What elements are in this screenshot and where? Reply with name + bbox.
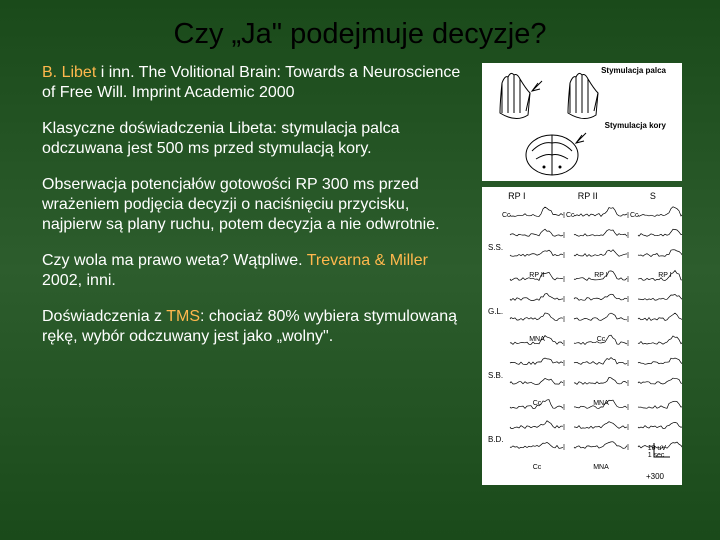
eeg-headers: RP I RP II S	[482, 191, 682, 201]
eeg-svg: RP IIRP IRP IMNACcCcMNACcMNACcCcCc	[482, 187, 682, 485]
author-highlight: B. Libet	[42, 64, 96, 81]
veto-highlight: Trevarna & Miller	[307, 252, 428, 269]
row-gl: G.L.	[488, 307, 503, 316]
citation-rest: i inn. The Volitional Brain: Towards a N…	[42, 64, 460, 101]
row-sb: S.B.	[488, 371, 503, 380]
content-area: B. Libet i inn. The Volitional Brain: To…	[0, 63, 720, 485]
svg-text:Cc: Cc	[566, 212, 575, 219]
svg-text:MNA: MNA	[593, 400, 609, 407]
hdr-s: S	[650, 191, 656, 201]
svg-text:MNA: MNA	[529, 336, 545, 343]
svg-text:Cc: Cc	[502, 212, 511, 219]
svg-text:RP I: RP I	[594, 272, 608, 279]
veto-a: Czy wola ma prawo weta? Wątpliwe.	[42, 252, 307, 269]
xaxis-end: +300	[646, 472, 664, 481]
para-libet: Klasyczne doświadczenia Libeta: stymulac…	[42, 119, 470, 159]
svg-text:Cc: Cc	[533, 400, 542, 407]
para-citation: B. Libet i inn. The Volitional Brain: To…	[42, 63, 470, 103]
tms-a: Doświadczenia z	[42, 308, 166, 325]
figure-hands-brain: Stymulacja palca Stymulacja kory	[482, 63, 682, 181]
hdr-rp2: RP II	[578, 191, 598, 201]
row-ss: S.S.	[488, 243, 503, 252]
para-rp: Obserwacja potencjałów gotowości RP 300 …	[42, 175, 470, 235]
fig1-label-cortex: Stymulacja kory	[605, 121, 666, 130]
tms-highlight: TMS	[166, 308, 200, 325]
text-column: B. Libet i inn. The Volitional Brain: To…	[42, 63, 482, 485]
row-bd: B.D.	[488, 435, 504, 444]
para-veto: Czy wola ma prawo weta? Wątpliwe. Trevar…	[42, 251, 470, 291]
scale-v: 10 uV	[648, 445, 666, 452]
scale-h: 1 sec	[648, 452, 666, 459]
slide-title: Czy „Ja" podejmuje decyzje?	[0, 0, 720, 63]
scale-bar: 10 uV 1 sec	[648, 445, 666, 459]
figure-column: Stymulacja palca Stymulacja kory	[482, 63, 704, 485]
hdr-rp1: RP I	[508, 191, 525, 201]
svg-text:Cc: Cc	[630, 212, 639, 219]
svg-text:MNA: MNA	[593, 464, 609, 471]
svg-text:Cc: Cc	[533, 464, 542, 471]
svg-text:RP II: RP II	[529, 272, 544, 279]
fig1-label-finger: Stymulacja palca	[601, 66, 666, 75]
veto-c: 2002, inni.	[42, 272, 116, 289]
figure-eeg-traces: RP I RP II S RP II RP I RP I MNA Cc Cc MNA Cc MN…	[482, 187, 682, 485]
para-tms: Doświadczenia z TMS: chociaż 80% wybiera…	[42, 307, 470, 347]
